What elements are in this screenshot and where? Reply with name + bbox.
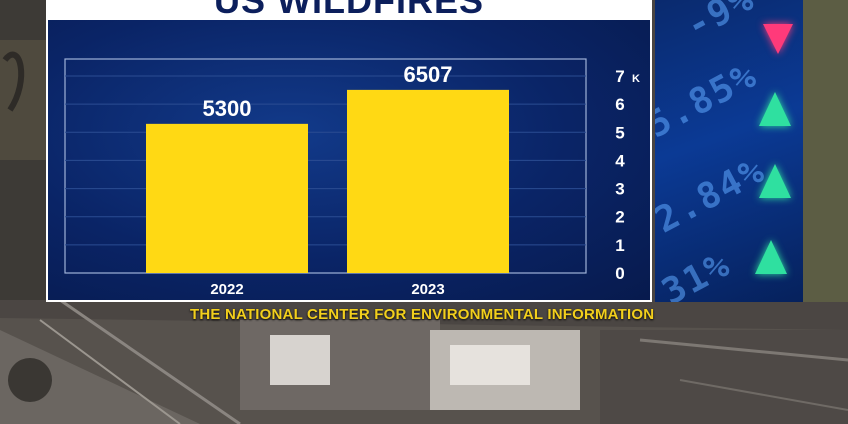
stock-ticker-panel: -9% 5.85% 2.84% 31%	[655, 0, 803, 302]
ticker-text: 2.84%	[655, 149, 773, 242]
ticker-text: -9%	[679, 0, 762, 48]
bar	[347, 89, 509, 274]
data-label: 5300	[203, 96, 252, 121]
y-tick-label: 5	[615, 123, 624, 142]
bar-chart: 0 1 2 3 4 5 6 7 K 5300 2022 6507 2023	[64, 58, 640, 298]
arrow-up-icon	[759, 164, 791, 198]
y-tick-label: 4	[615, 151, 625, 170]
y-tick-label: 1	[615, 236, 624, 255]
bar	[146, 123, 308, 273]
x-tick-label: 2023	[411, 281, 444, 298]
y-tick-label: 2	[615, 208, 624, 227]
chart-title-bar: US WILDFIRES	[46, 0, 652, 20]
arrow-up-icon	[759, 92, 791, 126]
ticker-text: 5.85%	[655, 54, 765, 147]
y-unit-label: K	[632, 73, 640, 85]
chart-panel: US WILDFIRES 0 1 2 3 4 5 6 7K 5300 2022 6507 2023	[46, 0, 652, 302]
ticker-text: 31%	[655, 243, 738, 302]
plot-frame	[64, 58, 587, 274]
chart-area: 0 1 2 3 4 5 6 7 K 5300 2022 6507 2023	[48, 20, 650, 300]
arrow-down-icon	[763, 24, 793, 54]
arrow-up-icon	[755, 240, 787, 274]
source-caption: THE NATIONAL CENTER FOR ENVIRONMENTAL IN…	[190, 306, 655, 323]
y-tick-label: 6	[615, 95, 624, 114]
y-tick-label: 0	[615, 264, 624, 283]
y-tick-label: 3	[615, 180, 624, 199]
data-label: 6507	[404, 62, 453, 87]
y-tick-label: 7	[615, 67, 624, 86]
x-tick-label: 2022	[210, 281, 243, 298]
chart-title: US WILDFIRES	[46, 0, 652, 20]
